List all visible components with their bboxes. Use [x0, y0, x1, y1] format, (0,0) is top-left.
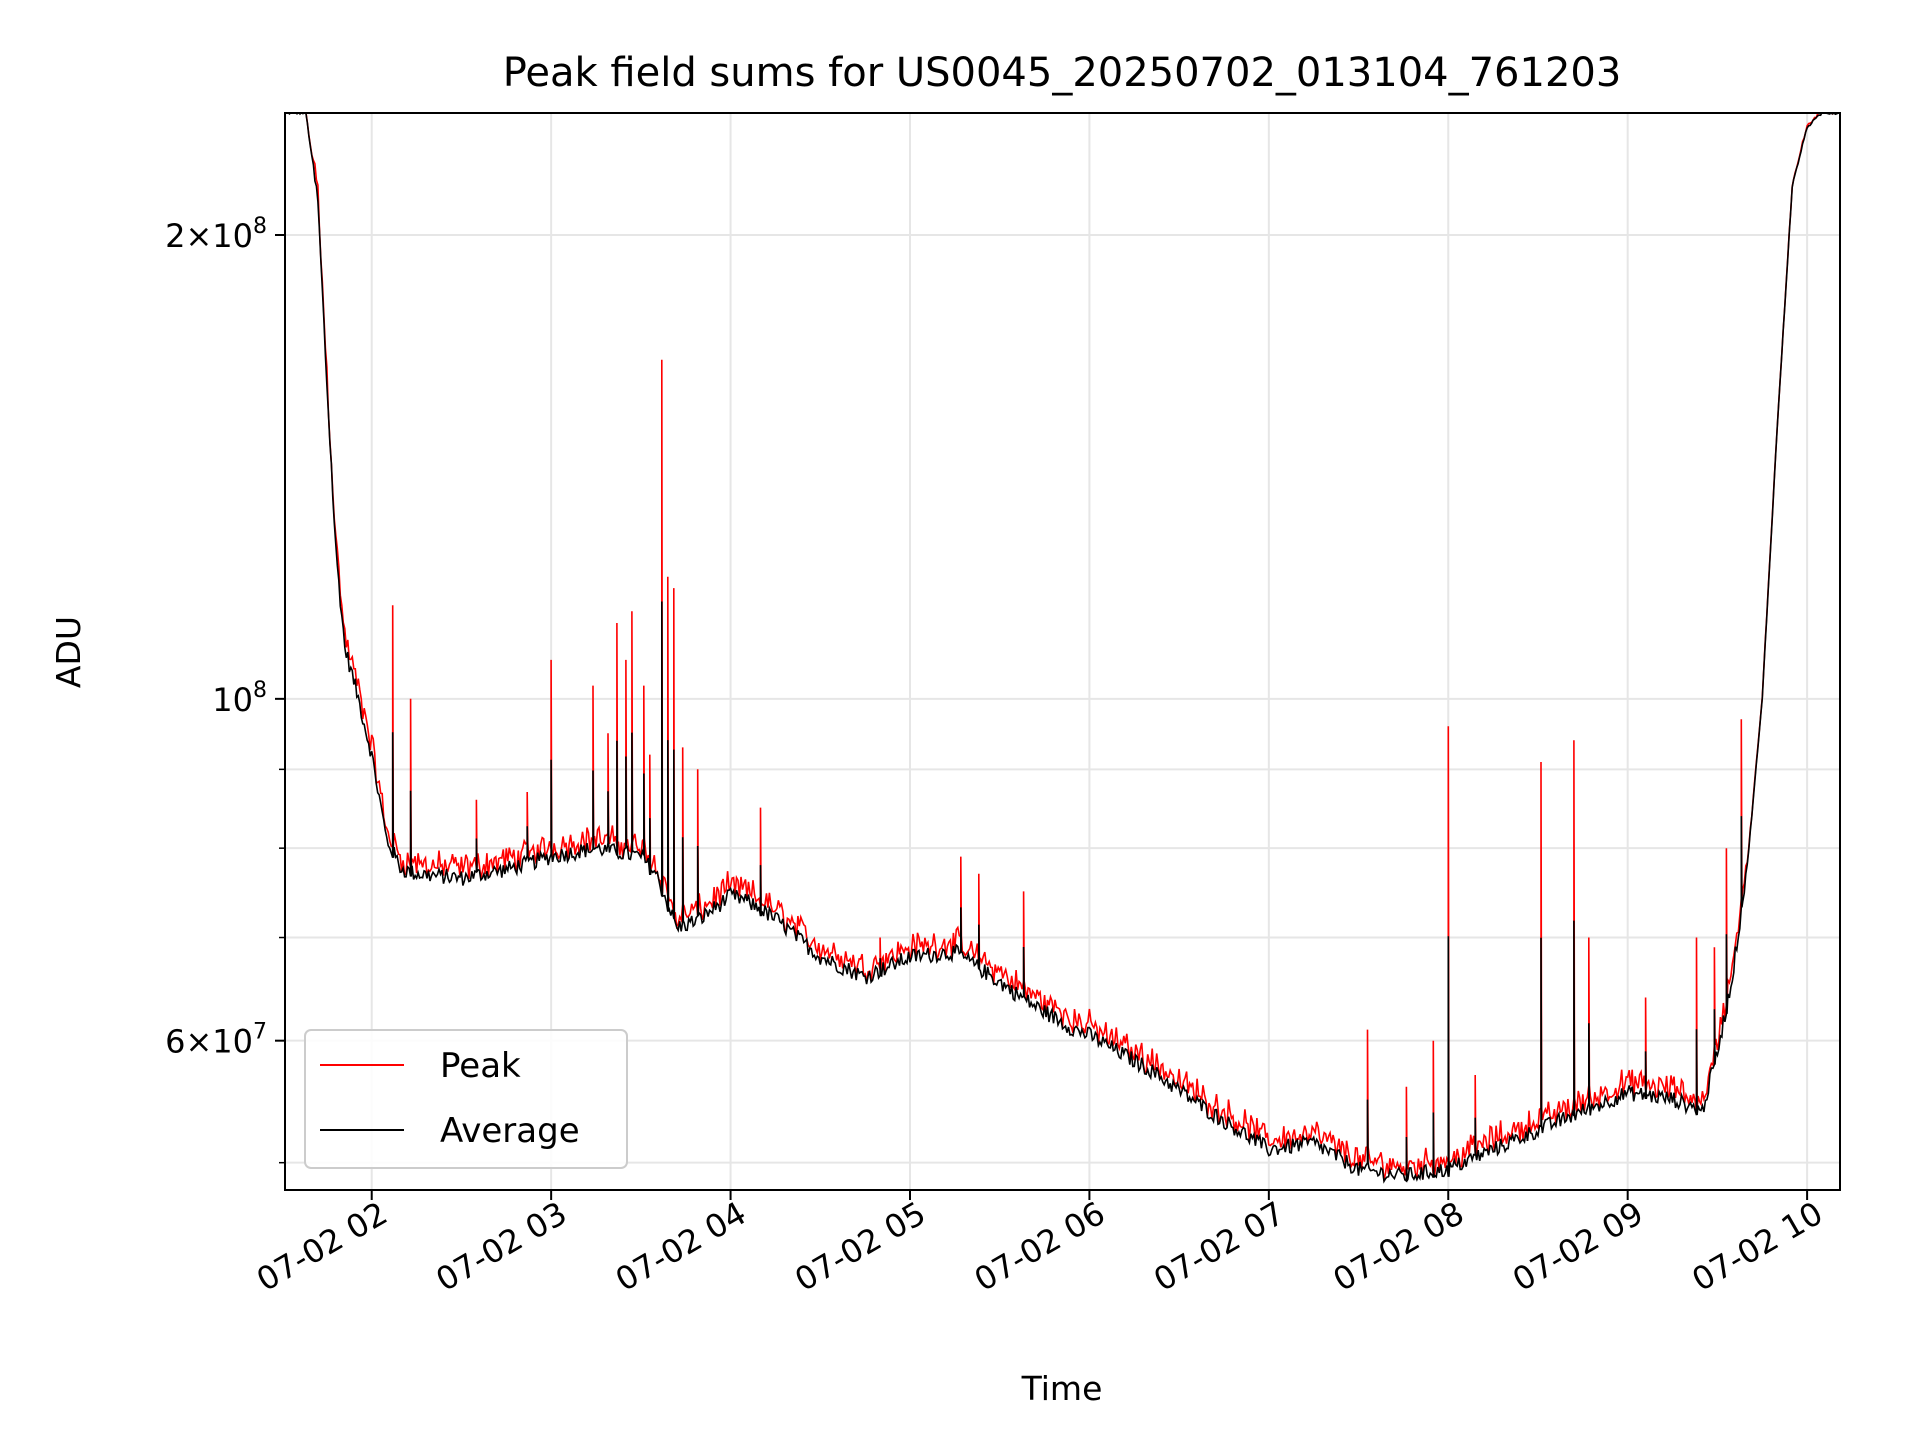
legend-label-average: Average [440, 1111, 580, 1151]
y-tick-label: 2×108 [165, 214, 267, 255]
y-tick-label: 6×107 [165, 1020, 267, 1061]
legend: Peak Average [304, 1029, 628, 1169]
grid-lines [285, 113, 1840, 1190]
chart-title: Peak field sums for US0045_20250702_0131… [503, 50, 1622, 96]
series-line-average [285, 113, 1840, 1184]
legend-label-peak: Peak [440, 1046, 521, 1086]
plot-frame [284, 112, 1841, 1191]
x-axis-label: Time [1021, 1369, 1103, 1408]
y-tick-label: 108 [212, 678, 267, 719]
y-axis-label: ADU [49, 616, 88, 688]
series-layer [285, 113, 1840, 1184]
